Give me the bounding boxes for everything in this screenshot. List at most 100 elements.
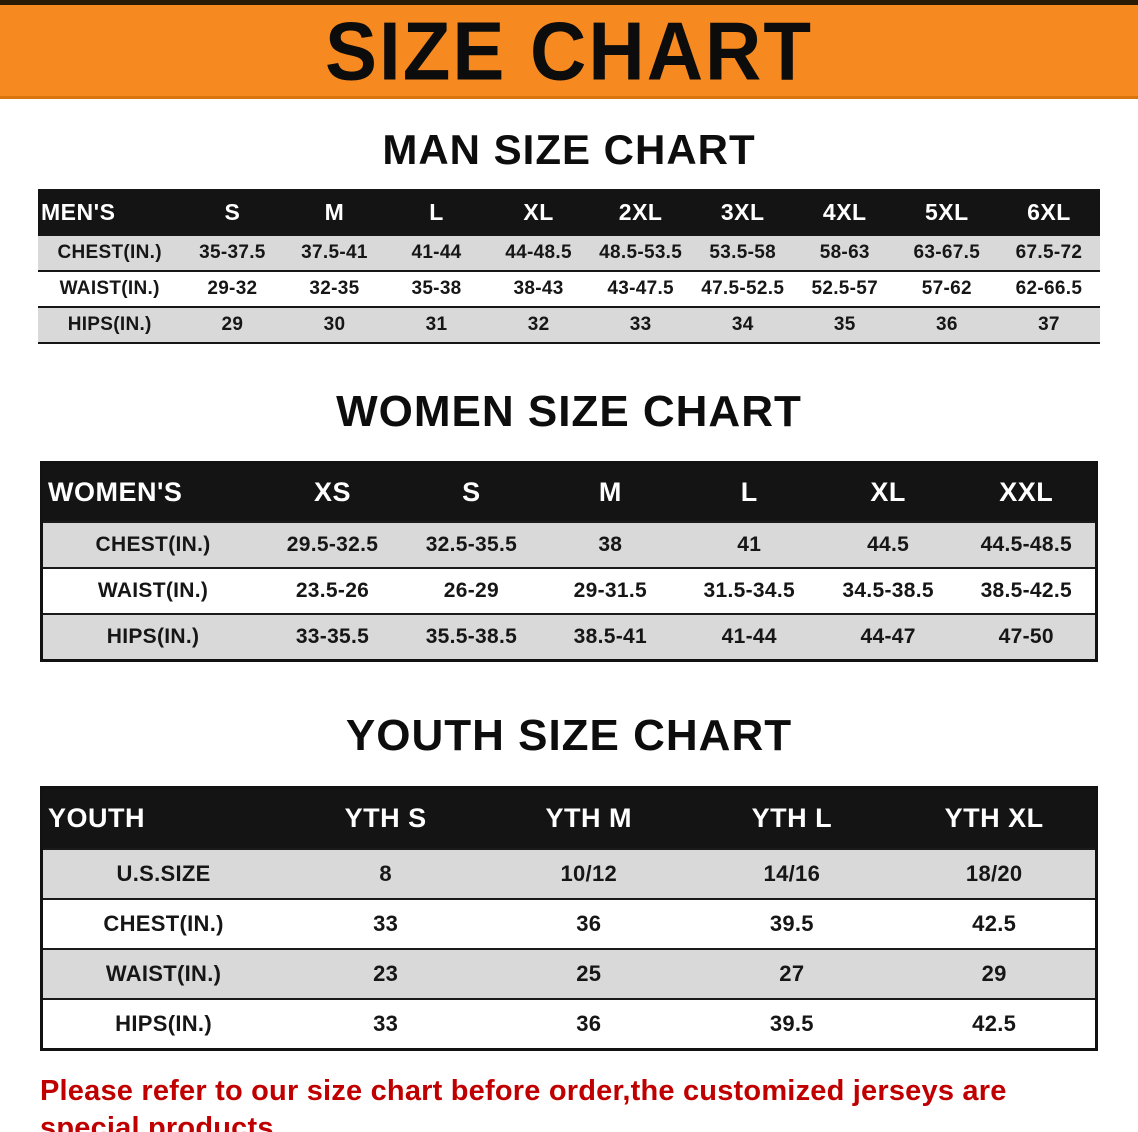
column-header: M bbox=[283, 190, 386, 236]
size-cell: 38.5-42.5 bbox=[957, 566, 1097, 614]
column-header: 6XL bbox=[997, 190, 1100, 236]
table-row: U.S.SIZE 8 10/12 14/16 18/20 bbox=[41, 847, 1097, 899]
size-cell: 23.5-26 bbox=[263, 566, 402, 614]
banner: SIZE CHART bbox=[0, 0, 1138, 99]
table-row: WAIST(IN.) 29-32 32-35 35-38 38-43 43-47.5 47.… bbox=[38, 270, 1100, 308]
size-cell: 30 bbox=[283, 306, 386, 344]
header-row: MEN'S S M L XL 2XL 3XL 4XL 5XL 6XL bbox=[38, 190, 1100, 236]
row-label: CHEST(IN.) bbox=[38, 234, 182, 272]
size-cell: 26-29 bbox=[401, 566, 541, 614]
size-cell: 47.5-52.5 bbox=[691, 270, 794, 308]
size-cell: 53.5-58 bbox=[691, 234, 794, 272]
row-label: HIPS(IN.) bbox=[38, 306, 182, 344]
women-size-table: WOMEN'S XS S M L XL XXL CHEST(IN.) 29.5-32.5 32.5… bbox=[40, 460, 1098, 662]
row-label: CHEST(IN.) bbox=[41, 897, 285, 949]
table-row: CHEST(IN.) 35-37.5 37.5-41 41-44 44-48.5 48.5… bbox=[38, 234, 1100, 272]
size-cell: 35 bbox=[793, 306, 896, 344]
table-row: HIPS(IN.) 33 36 39.5 42.5 bbox=[41, 997, 1097, 1050]
column-header: YTH XL bbox=[893, 787, 1097, 849]
size-cell: 35-37.5 bbox=[181, 234, 284, 272]
column-header: YTH M bbox=[487, 787, 691, 849]
page-title: SIZE CHART bbox=[325, 3, 813, 98]
column-header: M bbox=[540, 462, 680, 522]
table-row: WAIST(IN.) 23 25 27 29 bbox=[41, 947, 1097, 999]
size-cell: 39.5 bbox=[690, 897, 894, 949]
size-cell: 29-32 bbox=[181, 270, 284, 308]
column-header: 5XL bbox=[895, 190, 998, 236]
table-title: YOUTH bbox=[41, 787, 285, 849]
row-label: WAIST(IN.) bbox=[41, 947, 285, 999]
column-header: XL bbox=[818, 462, 958, 522]
size-cell: 31 bbox=[385, 306, 488, 344]
header-row: YOUTH YTH S YTH M YTH L YTH XL bbox=[41, 787, 1097, 849]
size-cell: 41-44 bbox=[679, 612, 819, 661]
size-cell: 10/12 bbox=[487, 847, 691, 899]
youth-size-chart-heading: YOUTH SIZE CHART bbox=[345, 710, 793, 760]
header-row: WOMEN'S XS S M L XL XXL bbox=[41, 462, 1097, 522]
table-row: HIPS(IN.) 29 30 31 32 33 34 35 36 37 bbox=[38, 306, 1100, 344]
size-cell: 42.5 bbox=[893, 997, 1097, 1050]
man-size-chart-heading: MAN SIZE CHART bbox=[382, 126, 756, 173]
size-cell: 37.5-41 bbox=[283, 234, 386, 272]
size-cell: 67.5-72 bbox=[997, 234, 1100, 272]
size-cell: 58-63 bbox=[793, 234, 896, 272]
column-header: XS bbox=[263, 462, 402, 522]
size-cell: 63-67.5 bbox=[895, 234, 998, 272]
size-cell: 41-44 bbox=[385, 234, 488, 272]
row-label: HIPS(IN.) bbox=[41, 997, 285, 1050]
size-cell: 32 bbox=[487, 306, 590, 344]
table-row: HIPS(IN.) 33-35.5 35.5-38.5 38.5-41 41-44 44-… bbox=[41, 612, 1097, 661]
size-cell: 38.5-41 bbox=[540, 612, 680, 661]
women-size-chart-heading: WOMEN SIZE CHART bbox=[336, 387, 802, 437]
size-cell: 62-66.5 bbox=[997, 270, 1100, 308]
order-notice: Please refer to our size chart before or… bbox=[40, 1073, 1098, 1132]
size-cell: 43-47.5 bbox=[589, 270, 692, 308]
size-cell: 29 bbox=[893, 947, 1097, 999]
column-header: XXL bbox=[957, 462, 1097, 522]
size-cell: 33 bbox=[589, 306, 692, 344]
size-cell: 37 bbox=[997, 306, 1100, 344]
size-cell: 18/20 bbox=[893, 847, 1097, 899]
column-header: YTH L bbox=[690, 787, 894, 849]
size-cell: 34 bbox=[691, 306, 794, 344]
size-cell: 38-43 bbox=[487, 270, 590, 308]
table-title: WOMEN'S bbox=[41, 462, 264, 522]
size-cell: 39.5 bbox=[690, 997, 894, 1050]
size-cell: 41 bbox=[679, 520, 819, 568]
size-cell: 36 bbox=[487, 997, 691, 1050]
column-header: YTH S bbox=[284, 787, 488, 849]
size-cell: 32.5-35.5 bbox=[401, 520, 541, 568]
size-cell: 31.5-34.5 bbox=[679, 566, 819, 614]
men-size-table-grid: MEN'S S M L XL 2XL 3XL 4XL 5XL 6XL CHEST(IN.) 35-37… bbox=[38, 189, 1100, 345]
table-title: MEN'S bbox=[38, 190, 182, 236]
size-cell: 35-38 bbox=[385, 270, 488, 308]
size-cell: 44.5-48.5 bbox=[957, 520, 1097, 568]
men-size-table: MEN'S S M L XL 2XL 3XL 4XL 5XL 6XL CHEST(IN.) 35-37… bbox=[38, 189, 1100, 345]
column-header: L bbox=[679, 462, 819, 522]
column-header: L bbox=[385, 190, 488, 236]
size-cell: 32-35 bbox=[283, 270, 386, 308]
size-cell: 36 bbox=[487, 897, 691, 949]
size-cell: 33 bbox=[284, 897, 488, 949]
size-cell: 52.5-57 bbox=[793, 270, 896, 308]
size-cell: 48.5-53.5 bbox=[589, 234, 692, 272]
column-header: XL bbox=[487, 190, 590, 236]
column-header: S bbox=[401, 462, 541, 522]
size-cell: 35.5-38.5 bbox=[401, 612, 541, 661]
table-row: CHEST(IN.) 33 36 39.5 42.5 bbox=[41, 897, 1097, 949]
size-cell: 38 bbox=[540, 520, 680, 568]
row-label: U.S.SIZE bbox=[41, 847, 285, 899]
women-size-table-grid: WOMEN'S XS S M L XL XXL CHEST(IN.) 29.5-32.5 32.5… bbox=[40, 460, 1098, 662]
size-cell: 29 bbox=[181, 306, 284, 344]
column-header: 2XL bbox=[589, 190, 692, 236]
table-row: WAIST(IN.) 23.5-26 26-29 29-31.5 31.5-34.5 34… bbox=[41, 566, 1097, 614]
row-label: CHEST(IN.) bbox=[41, 520, 264, 568]
size-cell: 27 bbox=[690, 947, 894, 999]
size-cell: 44-48.5 bbox=[487, 234, 590, 272]
size-cell: 8 bbox=[284, 847, 488, 899]
size-cell: 47-50 bbox=[957, 612, 1097, 661]
size-cell: 29.5-32.5 bbox=[263, 520, 402, 568]
size-cell: 44-47 bbox=[818, 612, 958, 661]
youth-size-table: YOUTH YTH S YTH M YTH L YTH XL U.S.SIZE 8 10/12… bbox=[40, 785, 1098, 1051]
